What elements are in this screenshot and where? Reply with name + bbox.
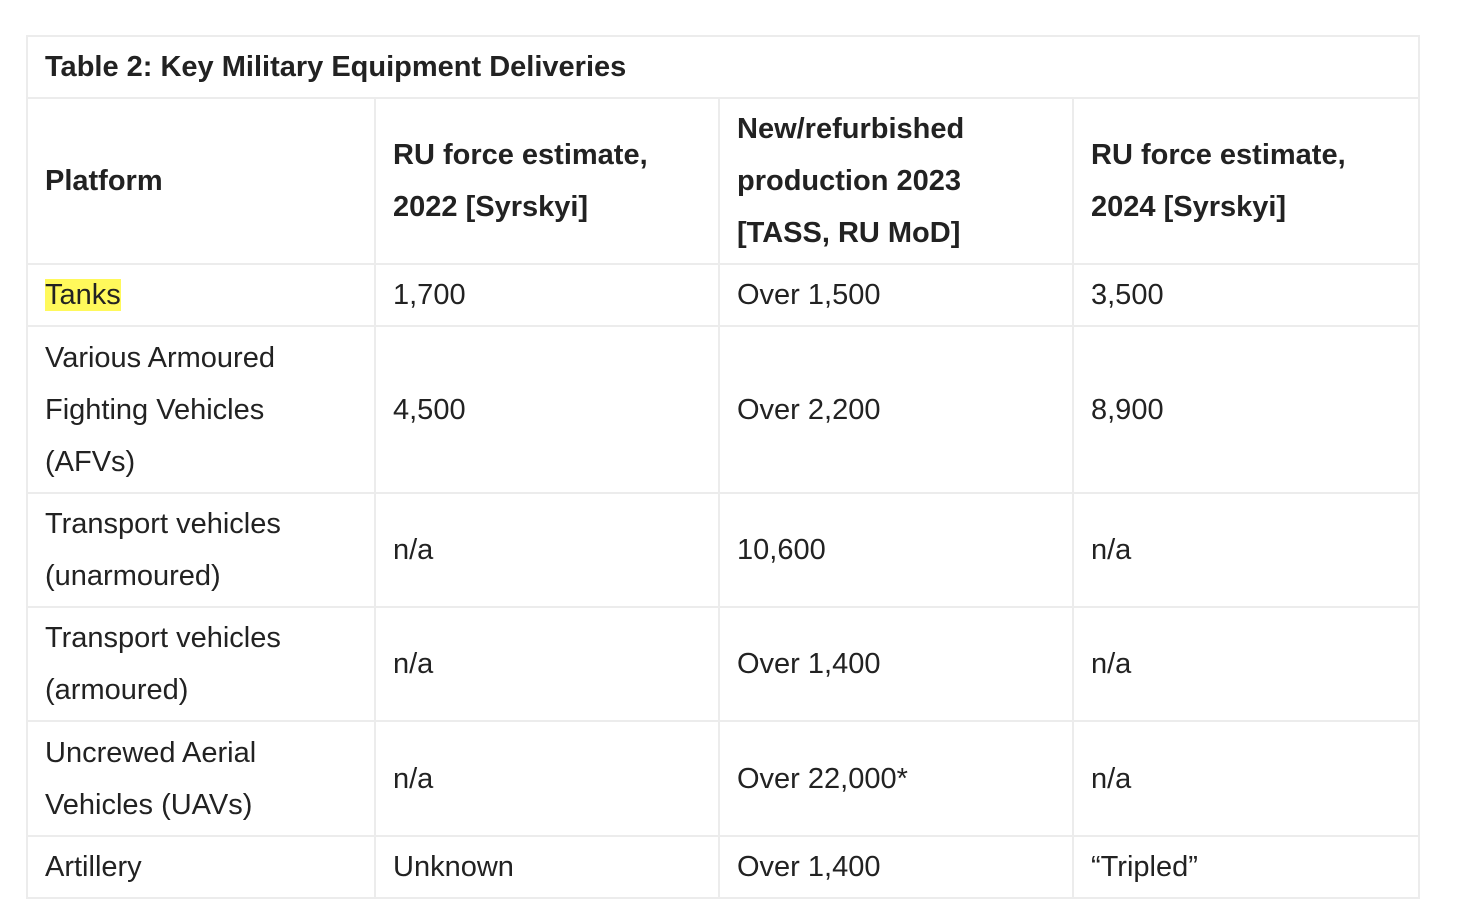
equipment-deliveries-table: Table 2: Key Military Equipment Deliveri… bbox=[25, 35, 1421, 899]
estimate-2022-cell: 1,700 bbox=[374, 263, 720, 327]
table-row: Tanks 1,700 Over 1,500 3,500 bbox=[26, 263, 1421, 327]
production-2023-cell: Over 22,000* bbox=[718, 720, 1074, 837]
platform-cell: Transport vehicles (armoured) bbox=[26, 606, 376, 722]
table-row: Uncrewed Aerial Vehicles (UAVs) n/a Over… bbox=[26, 720, 1421, 837]
production-2023-cell: Over 1,400 bbox=[718, 835, 1074, 899]
equipment-table-container: Table 2: Key Military Equipment Deliveri… bbox=[25, 35, 1421, 899]
estimate-2024-cell: n/a bbox=[1071, 606, 1421, 722]
estimate-2022-cell: n/a bbox=[374, 492, 720, 608]
estimate-2024-cell: n/a bbox=[1071, 720, 1421, 837]
estimate-2024-cell: “Tripled” bbox=[1071, 835, 1421, 899]
highlighted-text: Tanks bbox=[45, 279, 121, 311]
platform-cell: Artillery bbox=[26, 835, 376, 899]
estimate-2024-cell: 8,900 bbox=[1071, 325, 1421, 494]
table-header-row: Platform RU force estimate, 2022 [Syrsky… bbox=[26, 97, 1421, 265]
table-row: Transport vehicles (armoured) n/a Over 1… bbox=[26, 606, 1421, 722]
estimate-2022-cell: n/a bbox=[374, 720, 720, 837]
production-2023-cell: Over 1,400 bbox=[718, 606, 1074, 722]
production-2023-cell: Over 1,500 bbox=[718, 263, 1074, 327]
production-2023-cell: Over 2,200 bbox=[718, 325, 1074, 494]
production-2023-cell: 10,600 bbox=[718, 492, 1074, 608]
estimate-2022-cell: 4,500 bbox=[374, 325, 720, 494]
table-caption-row: Table 2: Key Military Equipment Deliveri… bbox=[25, 35, 1421, 99]
header-estimate-2024: RU force estimate, 2024 [Syrskyi] bbox=[1071, 97, 1421, 265]
estimate-2022-cell: n/a bbox=[374, 606, 720, 722]
platform-cell: Various Armoured Fighting Vehicles (AFVs… bbox=[26, 325, 376, 494]
table-row: Various Armoured Fighting Vehicles (AFVs… bbox=[26, 325, 1421, 494]
estimate-2022-cell: Unknown bbox=[374, 835, 720, 899]
header-estimate-2022: RU force estimate, 2022 [Syrskyi] bbox=[374, 97, 720, 265]
estimate-2024-cell: 3,500 bbox=[1071, 263, 1421, 327]
platform-cell: Transport vehicles (unarmoured) bbox=[26, 492, 376, 608]
platform-cell: Tanks bbox=[26, 263, 376, 327]
header-platform: Platform bbox=[26, 97, 376, 265]
table-row: Artillery Unknown Over 1,400 “Tripled” bbox=[26, 835, 1421, 899]
table-caption: Table 2: Key Military Equipment Deliveri… bbox=[25, 35, 1421, 99]
table-row: Transport vehicles (unarmoured) n/a 10,6… bbox=[26, 492, 1421, 608]
estimate-2024-cell: n/a bbox=[1071, 492, 1421, 608]
header-production-2023: New/refurbished production 2023 [TASS, R… bbox=[718, 97, 1074, 265]
platform-cell: Uncrewed Aerial Vehicles (UAVs) bbox=[26, 720, 376, 837]
